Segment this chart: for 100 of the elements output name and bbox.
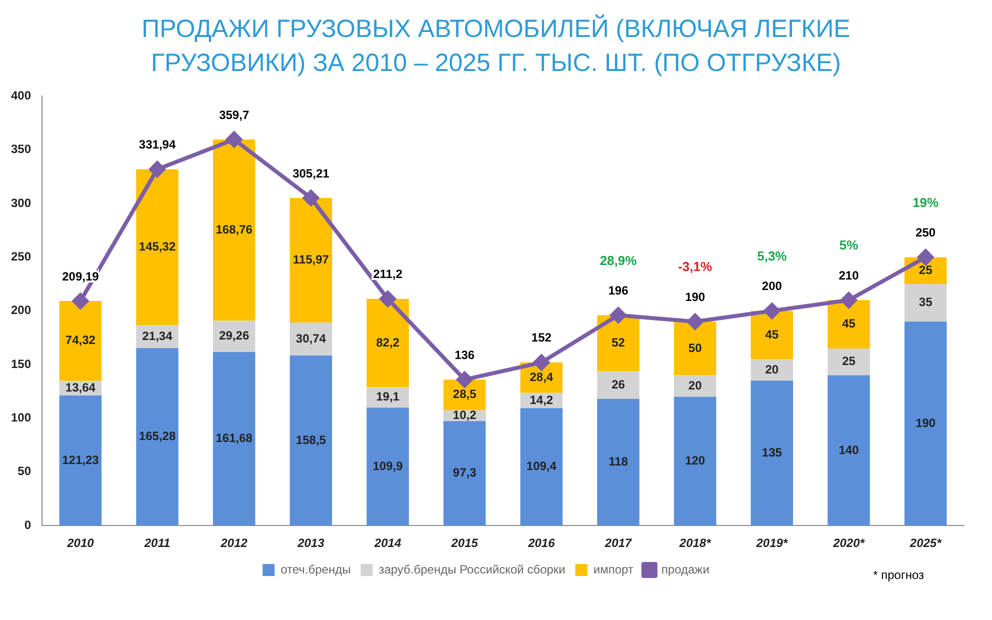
data-label: 20 <box>688 378 702 392</box>
bar <box>59 301 102 381</box>
y-tick-label: 250 <box>10 250 32 264</box>
data-label: 305,21 <box>292 166 330 180</box>
legend-label: импорт <box>593 562 634 576</box>
data-label: 359,7 <box>219 108 250 122</box>
data-label: 13,64 <box>65 380 96 394</box>
data-label: 168,76 <box>216 222 253 236</box>
data-label: 135 <box>762 445 782 460</box>
point <box>533 354 550 370</box>
data-label: 14,2 <box>530 392 554 407</box>
data-label: 190 <box>916 416 936 430</box>
annotation: 19% <box>912 194 940 210</box>
data-label: 120 <box>685 454 706 468</box>
legend-label: заруб.бренды Российской сборки <box>378 562 566 576</box>
data-label: 109,9 <box>372 458 404 473</box>
y-tick-label: 350 <box>10 142 32 156</box>
point <box>380 290 396 307</box>
data-label: 190 <box>685 290 706 304</box>
data-label: 35 <box>918 295 933 310</box>
bar <box>904 322 947 526</box>
text: * прогноз <box>873 568 924 582</box>
y-tick-label: 0 <box>24 518 32 532</box>
bar <box>750 359 794 381</box>
point <box>72 293 88 310</box>
bar <box>828 300 870 348</box>
bar <box>750 380 794 526</box>
bar <box>136 348 178 526</box>
bar <box>674 375 716 397</box>
data-label: 28,4 <box>530 370 554 384</box>
data-label: 211,2 <box>373 267 403 282</box>
data-label: 50 <box>688 340 702 355</box>
data-label: 121,23 <box>62 452 100 467</box>
x-tick-label: 2010 <box>66 536 94 550</box>
data-label: 26 <box>612 377 626 392</box>
bar <box>674 396 716 526</box>
data-label: 45 <box>765 327 779 342</box>
point <box>918 249 934 266</box>
x-tick-label: 2012 <box>220 536 248 550</box>
bar <box>828 375 870 526</box>
y-tick-label: 100 <box>10 410 32 425</box>
data-label: 200 <box>762 279 782 294</box>
data-label: 140 <box>838 442 860 457</box>
data-label: 115,97 <box>292 252 330 267</box>
data-label: 82,2 <box>376 335 400 350</box>
bar <box>904 284 947 322</box>
data-label: 136 <box>454 348 475 362</box>
bar <box>674 322 716 376</box>
x-tick-label: 2016 <box>527 536 556 550</box>
x-tick-label: 2020* <box>832 536 866 550</box>
data-label: 30,74 <box>296 331 326 346</box>
data-label: 210 <box>838 268 860 282</box>
point <box>687 314 704 330</box>
point <box>456 372 473 388</box>
data-label: 109,4 <box>526 459 557 474</box>
x-tick-label: 2011 <box>143 536 170 550</box>
bar <box>366 298 409 388</box>
data-label: 196 <box>608 284 629 298</box>
legend-label: продажи <box>661 562 710 576</box>
data-label: 21,34 <box>142 329 173 344</box>
bar <box>597 371 640 399</box>
data-label: 331,94 <box>138 138 176 152</box>
point <box>149 161 166 178</box>
point <box>302 190 319 206</box>
data-label: 145,32 <box>138 240 176 254</box>
bar <box>212 352 256 526</box>
data-label: 52 <box>612 335 626 350</box>
y-tick-label: 150 <box>10 356 32 371</box>
data-label: 10,2 <box>452 408 477 422</box>
bar <box>212 139 256 321</box>
x-tick-label: 2025* <box>908 536 943 550</box>
y-tick-label: 400 <box>10 88 32 103</box>
chart-title: ПРОДАЖИ ГРУЗОВЫХ АВТОМОБИЛЕЙ (ВКЛЮЧАЯ ЛЕГКИЕ ГРУЗОВИКИ) ЗА 2010 – 2025 ГГ. ТЫС. ШТ. (ПО ОТГРУЗКЕ) <box>140 13 852 79</box>
data-label: 20 <box>765 362 779 376</box>
point <box>610 307 626 324</box>
y-tick-label: 300 <box>10 196 32 210</box>
data-label: 74,32 <box>65 333 96 348</box>
x-tick-label: 2014 <box>373 536 402 550</box>
point <box>840 292 857 308</box>
bar <box>443 421 486 526</box>
bar <box>828 348 870 376</box>
point <box>764 302 780 319</box>
data-label: 45 <box>842 316 856 331</box>
data-label: 152 <box>531 330 552 345</box>
bar <box>59 395 102 526</box>
data-label: 161,68 <box>216 431 253 446</box>
x-tick-label: 2017 <box>604 536 633 550</box>
data-label: 19,1 <box>376 390 400 404</box>
y-tick-label: 200 <box>10 303 32 318</box>
data-label: 28,5 <box>452 387 477 402</box>
bar <box>290 355 332 526</box>
x-tick-label: 2018* <box>678 536 712 550</box>
y-tick-label: 50 <box>18 464 32 478</box>
x-tick-label: 2015 <box>450 536 478 550</box>
x-tick-label: 2019* <box>755 536 789 550</box>
legend-label: отеч.бренды <box>280 562 351 576</box>
data-label: 165,28 <box>138 429 176 444</box>
data-label: 29,26 <box>219 328 250 343</box>
bar <box>597 398 640 526</box>
data-label: 250 <box>916 226 936 240</box>
